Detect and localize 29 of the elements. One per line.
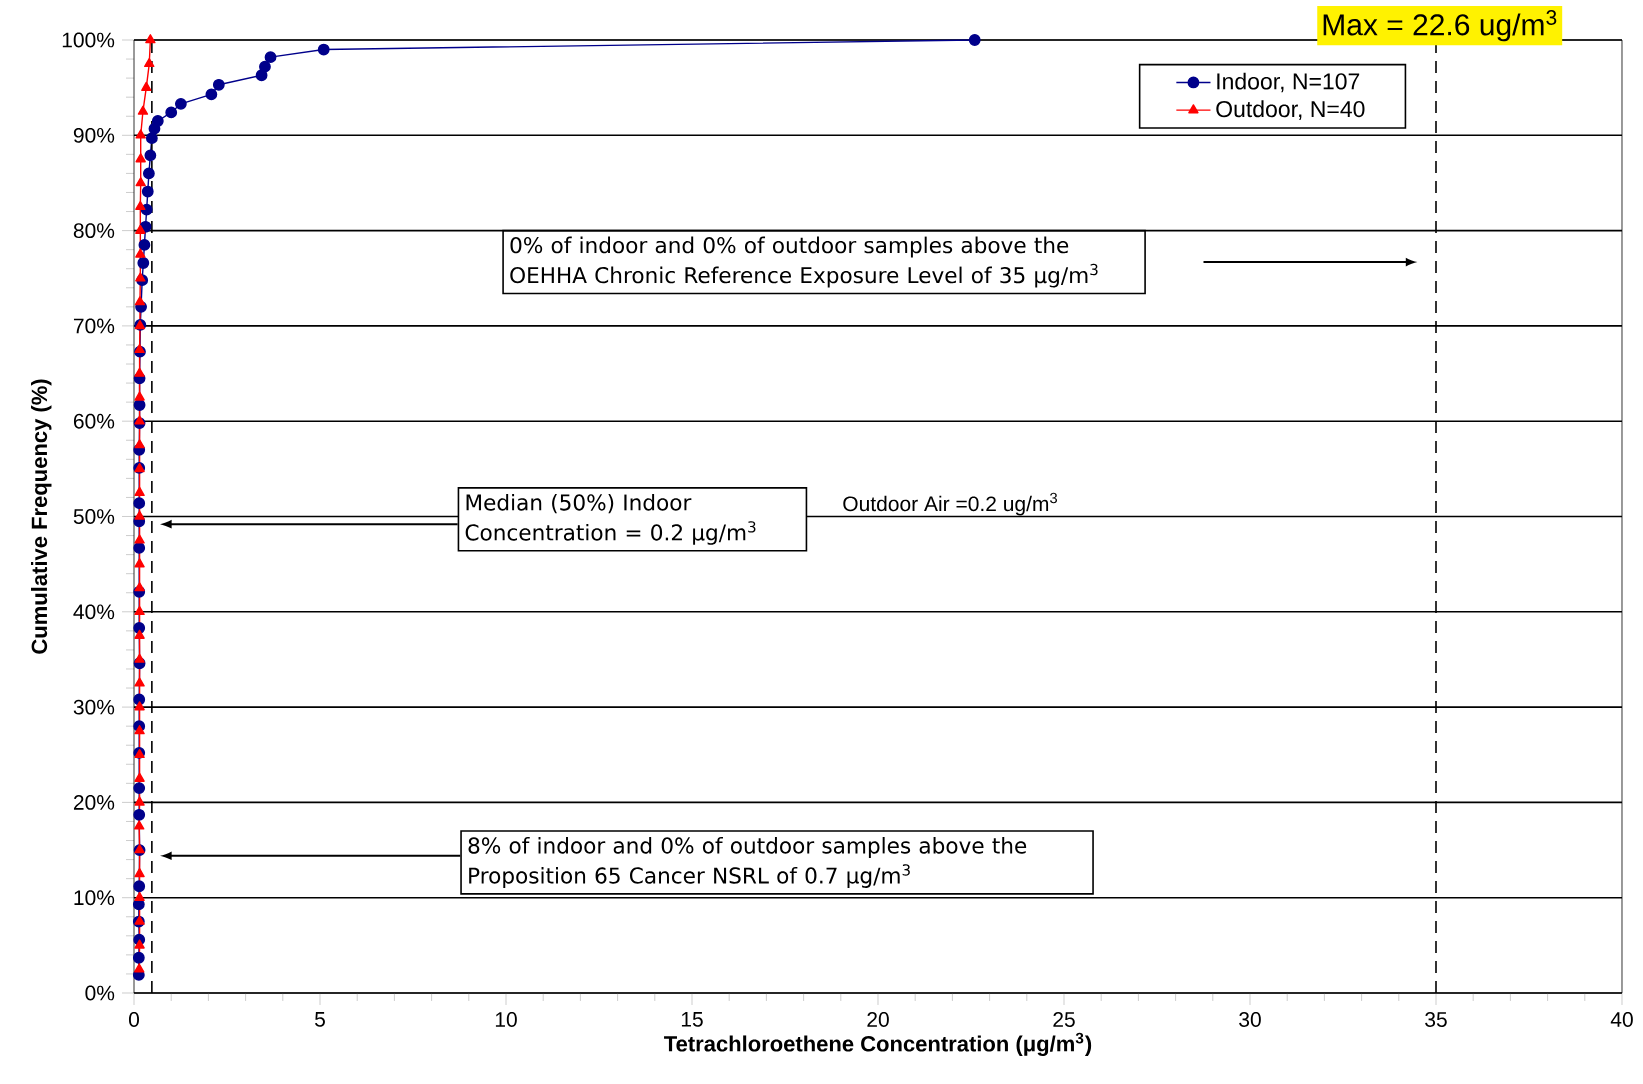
y-tick-label: 20% — [73, 794, 115, 810]
x-tick-label: 20 — [867, 1012, 889, 1027]
annotation: Median (50%) Indoor Concentration = 0.2 μg/m$^{3}$ — [465, 493, 756, 545]
annotation: 8% of indoor and 0% of outdoor samples above the Proposition 65 Cancer NSRL of 0.7 μg/m$^{3}$ — [468, 836, 1027, 888]
y-tick-label: 30% — [73, 699, 115, 715]
x-tick-label: 30 — [1239, 1012, 1261, 1027]
y-tick-label: 60% — [73, 413, 115, 429]
y-tick-label: 100% — [62, 32, 115, 48]
x-tick-label: 0 — [128, 1012, 140, 1027]
x-tick-label: 15 — [681, 1012, 703, 1027]
annotation: Outdoor Air =0.2 ug/m$^{3}$ — [843, 492, 1058, 516]
annotation: 0% of indoor and 0% of outdoor samples above the OEHHA Chronic Reference Exposure Level of 35 μg/m$^{3}$ — [510, 236, 1098, 288]
y-tick-label: 0% — [85, 985, 115, 1001]
x-axis-title: Tetrachloroethene Concentration (μg/m$^{3}$) — [664, 1032, 1092, 1057]
x-tick-label: 5 — [315, 1012, 325, 1027]
y-tick-label: 10% — [74, 890, 115, 906]
y-axis-title: Cumulative Frequency (%) — [31, 379, 52, 654]
y-tick-label: 90% — [73, 127, 115, 143]
annotation: Max = 22.6 ug/m$^{3}$ — [1323, 10, 1557, 42]
x-tick-label: 25 — [1053, 1012, 1075, 1027]
y-tick-label: 80% — [73, 223, 115, 239]
x-tick-label: 40 — [1610, 1012, 1633, 1027]
x-tick-label: 35 — [1425, 1012, 1447, 1027]
legend-label: Indoor, N=107 — [1217, 72, 1360, 93]
y-tick-label: 40% — [73, 604, 115, 620]
y-tick-label: 70% — [73, 318, 115, 334]
legend-label: Outdoor, N=40 — [1216, 100, 1365, 120]
x-tick-label: 10 — [495, 1012, 517, 1027]
y-tick-label: 50% — [73, 509, 115, 524]
